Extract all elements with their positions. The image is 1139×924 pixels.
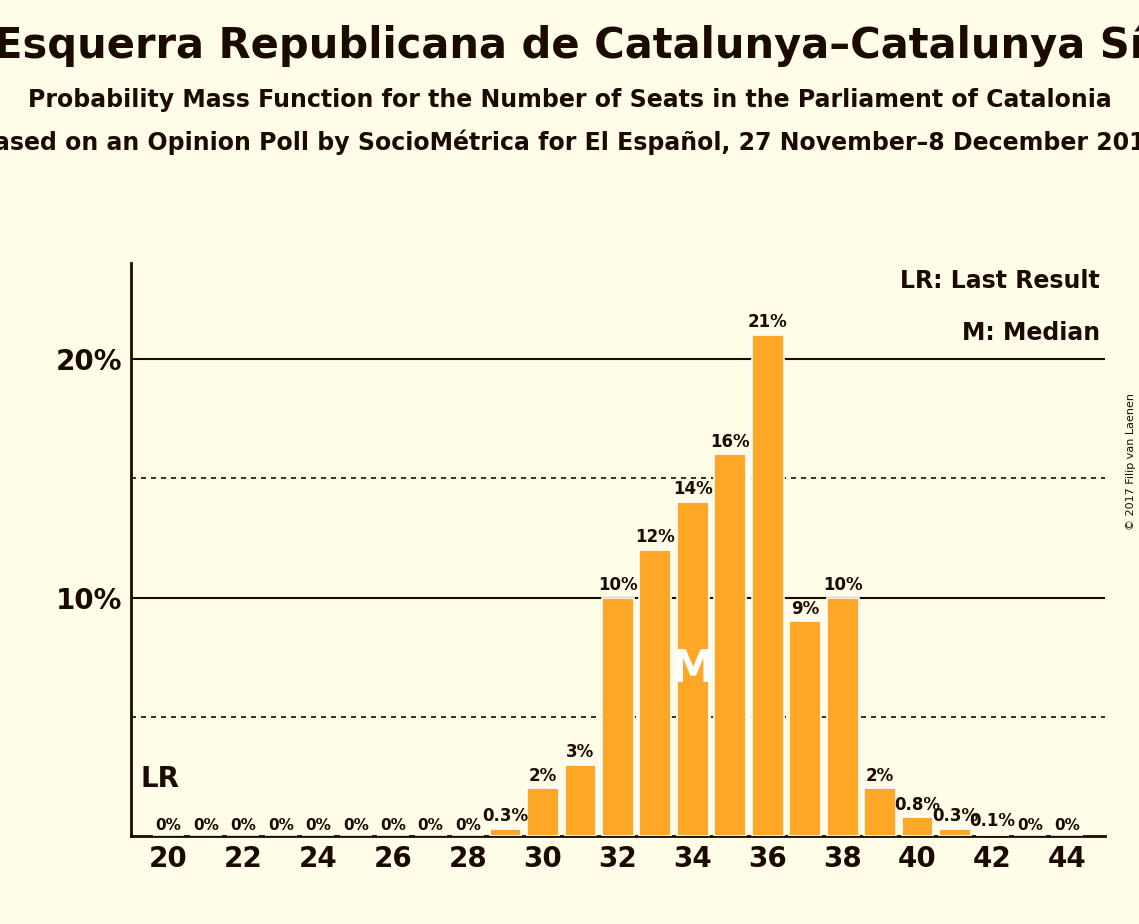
Bar xyxy=(752,335,784,836)
Text: 21%: 21% xyxy=(748,313,787,332)
Text: 12%: 12% xyxy=(636,529,675,546)
Text: 0.3%: 0.3% xyxy=(483,808,528,825)
Text: 0%: 0% xyxy=(1055,818,1080,833)
Bar xyxy=(677,502,708,836)
Text: 0%: 0% xyxy=(192,818,219,833)
Text: 0%: 0% xyxy=(268,818,294,833)
Text: 14%: 14% xyxy=(673,480,713,498)
Text: LR: LR xyxy=(141,765,180,793)
Bar xyxy=(939,829,970,836)
Bar xyxy=(527,788,559,836)
Bar xyxy=(639,550,671,836)
Text: 0%: 0% xyxy=(418,818,443,833)
Bar xyxy=(827,598,859,836)
Text: LR: Last Result: LR: Last Result xyxy=(900,269,1100,293)
Text: Esquerra Republicana de Catalunya–Catalunya Sí: Esquerra Republicana de Catalunya–Catalu… xyxy=(0,23,1139,67)
Text: Probability Mass Function for the Number of Seats in the Parliament of Catalonia: Probability Mass Function for the Number… xyxy=(27,88,1112,112)
Text: 3%: 3% xyxy=(566,743,595,761)
Bar xyxy=(714,455,746,836)
Text: 0%: 0% xyxy=(305,818,331,833)
Text: 16%: 16% xyxy=(711,432,751,451)
Text: 2%: 2% xyxy=(528,767,557,784)
Bar xyxy=(490,829,522,836)
Text: 10%: 10% xyxy=(822,576,862,594)
Bar xyxy=(902,817,934,836)
Bar xyxy=(603,598,633,836)
Text: 0%: 0% xyxy=(380,818,407,833)
Text: 0.8%: 0.8% xyxy=(894,796,941,813)
Text: 0%: 0% xyxy=(1017,818,1043,833)
Text: 0%: 0% xyxy=(343,818,369,833)
Bar xyxy=(865,788,896,836)
Bar xyxy=(789,621,821,836)
Bar xyxy=(976,833,1008,836)
Bar xyxy=(565,765,597,836)
Text: 10%: 10% xyxy=(598,576,638,594)
Text: 0%: 0% xyxy=(156,818,181,833)
Text: 0%: 0% xyxy=(456,818,481,833)
Text: 0.3%: 0.3% xyxy=(932,808,978,825)
Text: M: Median: M: Median xyxy=(961,321,1100,345)
Text: 9%: 9% xyxy=(792,600,819,618)
Text: M: M xyxy=(671,648,715,690)
Text: 0.1%: 0.1% xyxy=(969,812,1016,831)
Text: © 2017 Filip van Laenen: © 2017 Filip van Laenen xyxy=(1126,394,1136,530)
Text: 0%: 0% xyxy=(230,818,256,833)
Text: Based on an Opinion Poll by SocioMétrica for El Español, 27 November–8 December : Based on an Opinion Poll by SocioMétrica… xyxy=(0,129,1139,155)
Text: 2%: 2% xyxy=(866,767,894,784)
